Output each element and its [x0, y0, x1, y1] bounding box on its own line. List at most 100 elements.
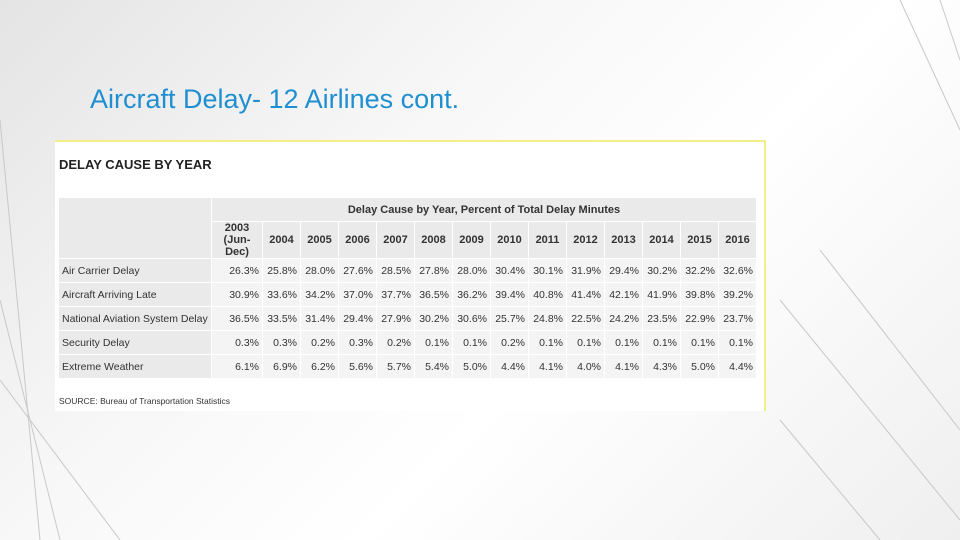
cell-value: 28.0% [453, 259, 490, 282]
cell-value: 39.8% [681, 283, 718, 306]
row-label: Security Delay [59, 331, 211, 354]
cell-value: 27.8% [415, 259, 452, 282]
row-label: Aircraft Arriving Late [59, 283, 211, 306]
cell-value: 36.2% [453, 283, 490, 306]
cell-value: 0.3% [339, 331, 376, 354]
year-header: 2008 [415, 222, 452, 258]
year-header: 2012 [567, 222, 604, 258]
cell-value: 33.6% [263, 283, 300, 306]
cell-value: 23.7% [719, 307, 756, 330]
cell-value: 36.5% [212, 307, 262, 330]
cell-value: 4.4% [719, 355, 756, 378]
cell-value: 5.0% [453, 355, 490, 378]
cell-value: 30.4% [491, 259, 528, 282]
cell-value: 24.8% [529, 307, 566, 330]
cell-value: 33.5% [263, 307, 300, 330]
header-blank [59, 198, 211, 258]
cell-value: 0.1% [605, 331, 642, 354]
data-row: Security Delay 0.3% 0.3% 0.2% 0.3% 0.2% 0.1% 0.… [59, 331, 756, 354]
cell-value: 37.7% [377, 283, 414, 306]
year-header: 2013 [605, 222, 642, 258]
cell-value: 4.3% [643, 355, 680, 378]
cell-value: 30.9% [212, 283, 262, 306]
year-header: 2016 [719, 222, 756, 258]
cell-value: 27.9% [377, 307, 414, 330]
cell-value: 39.2% [719, 283, 756, 306]
year-header: 2003 (Jun-Dec) [212, 222, 262, 258]
cell-value: 6.1% [212, 355, 262, 378]
cell-value: 25.8% [263, 259, 300, 282]
cell-value: 42.1% [605, 283, 642, 306]
header-row: Delay Cause by Year, Percent of Total De… [59, 198, 756, 258]
cell-value: 5.6% [339, 355, 376, 378]
cell-value: 41.9% [643, 283, 680, 306]
cell-value: 36.5% [415, 283, 452, 306]
cell-value: 24.2% [605, 307, 642, 330]
table-caption: Delay Cause by Year, Percent of Total De… [212, 198, 756, 221]
cell-value: 6.9% [263, 355, 300, 378]
cell-value: 0.1% [453, 331, 490, 354]
cell-value: 25.7% [491, 307, 528, 330]
cell-value: 26.3% [212, 259, 262, 282]
row-label: Air Carrier Delay [59, 259, 211, 282]
cell-value: 0.1% [415, 331, 452, 354]
source-note: SOURCE: Bureau of Transportation Statist… [59, 396, 231, 406]
cell-value: 5.4% [415, 355, 452, 378]
cell-value: 32.6% [719, 259, 756, 282]
cell-value: 22.9% [681, 307, 718, 330]
cell-value: 6.2% [301, 355, 338, 378]
data-row: National Aviation System Delay 36.5% 33.5%… [59, 307, 756, 330]
cell-value: 0.1% [643, 331, 680, 354]
cell-value: 30.1% [529, 259, 566, 282]
cell-value: 29.4% [339, 307, 376, 330]
cell-value: 29.4% [605, 259, 642, 282]
year-row: 2003 (Jun-Dec) 2004 2005 2006 2007 2008 2009 20… [59, 222, 756, 258]
cell-value: 41.4% [567, 283, 604, 306]
cell-value: 23.5% [643, 307, 680, 330]
cell-value: 4.4% [491, 355, 528, 378]
cell-value: 0.2% [377, 331, 414, 354]
year-header: 2004 [263, 222, 300, 258]
cell-value: 28.5% [377, 259, 414, 282]
cell-value: 4.1% [605, 355, 642, 378]
delay-table: Delay Cause by Year, Percent of Total De… [58, 197, 757, 379]
table-heading: DELAY CAUSE BY YEAR [59, 157, 212, 172]
year-header: 2006 [339, 222, 376, 258]
cell-value: 31.4% [301, 307, 338, 330]
year-header: 2014 [643, 222, 680, 258]
row-label: Extreme Weather [59, 355, 211, 378]
year-header: 2009 [453, 222, 490, 258]
data-row: Aircraft Arriving Late 30.9% 33.6% 34.2% 37.… [59, 283, 756, 306]
cell-value: 27.6% [339, 259, 376, 282]
cell-value: 5.7% [377, 355, 414, 378]
cell-value: 40.8% [529, 283, 566, 306]
cell-value: 0.3% [263, 331, 300, 354]
cell-value: 34.2% [301, 283, 338, 306]
row-label: National Aviation System Delay [59, 307, 211, 330]
year-header: 2010 [491, 222, 528, 258]
cell-value: 30.2% [643, 259, 680, 282]
cell-value: 22.5% [567, 307, 604, 330]
cell-value: 31.9% [567, 259, 604, 282]
slide-title: Aircraft Delay- 12 Airlines cont. [90, 84, 460, 114]
year-header: 2015 [681, 222, 718, 258]
data-row: Air Carrier Delay 26.3% 25.8% 28.0% 27.6% 28.… [59, 259, 756, 282]
cell-value: 32.2% [681, 259, 718, 282]
data-row: Extreme Weather 6.1% 6.9% 6.2% 5.6% 5.7% 5.4% 5… [59, 355, 756, 378]
year-header: 2007 [377, 222, 414, 258]
cell-value: 37.0% [339, 283, 376, 306]
cell-value: 30.6% [453, 307, 490, 330]
cell-value: 0.1% [567, 331, 604, 354]
cell-value: 0.2% [301, 331, 338, 354]
year-header: 2005 [301, 222, 338, 258]
cell-value: 4.1% [529, 355, 566, 378]
cell-value: 30.2% [415, 307, 452, 330]
table-image: DELAY CAUSE BY YEAR Delay Cause by Year,… [55, 140, 766, 411]
cell-value: 0.1% [681, 331, 718, 354]
cell-value: 39.4% [491, 283, 528, 306]
cell-value: 0.3% [212, 331, 262, 354]
cell-value: 0.1% [529, 331, 566, 354]
cell-value: 0.1% [719, 331, 756, 354]
